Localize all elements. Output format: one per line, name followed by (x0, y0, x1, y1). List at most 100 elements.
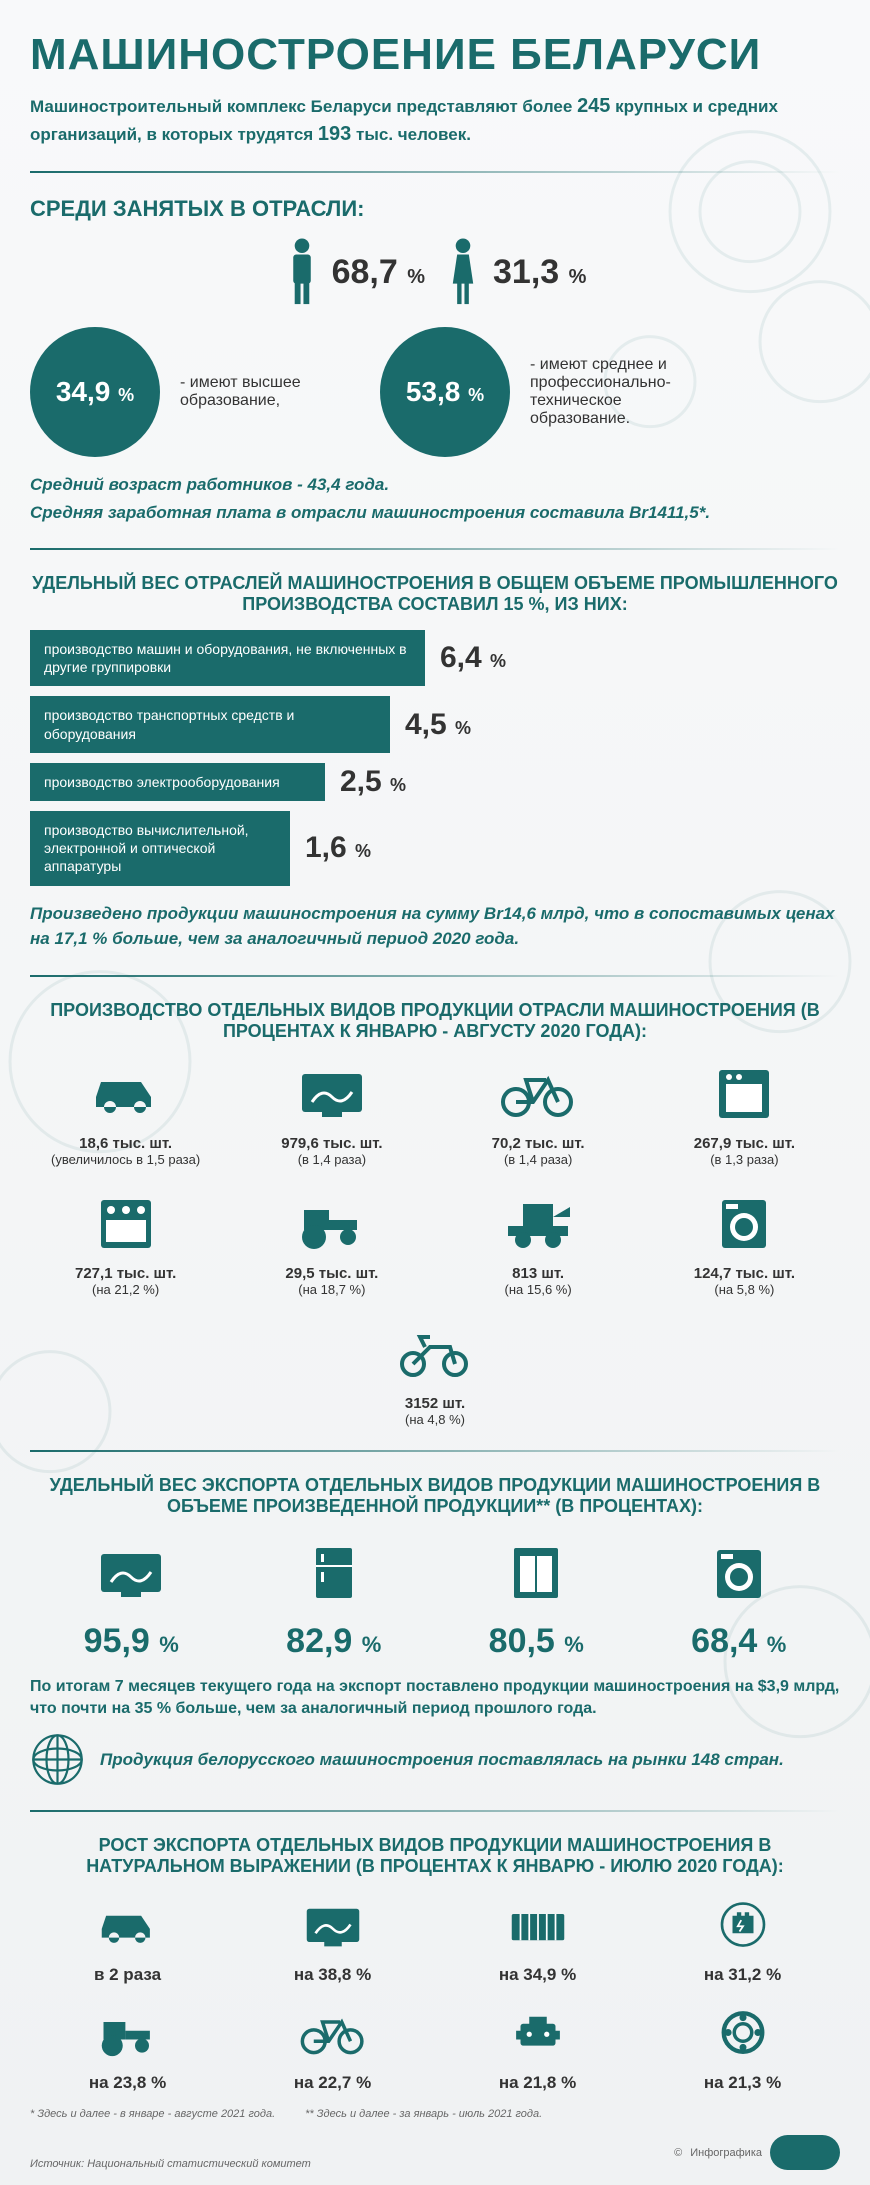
product-value: 727,1 тыс. шт. (46, 1265, 206, 1282)
main-title: МАШИНОСТРОЕНИЕ БЕЛАРУСИ (30, 30, 840, 80)
product-note: (в 1,4 раза) (458, 1152, 618, 1167)
sectors-note: Произведено продукции машиностроения на … (30, 901, 840, 952)
credit-text: Инфографика (690, 2147, 762, 2159)
growth-value: на 31,2 % (648, 1965, 838, 1985)
education-row: 34,9 % - имеют высшее образование, 53,8 … (30, 327, 840, 457)
battery-icon (708, 1897, 778, 1952)
car-icon (93, 1897, 163, 1952)
production-section: ПРОИЗВОДСТВО ОТДЕЛЬНЫХ ВИДОВ ПРОДУКЦИИ О… (0, 985, 870, 1442)
growth-value: на 23,8 % (33, 2073, 223, 2093)
product-item: 267,9 тыс. шт. (в 1,3 раза) (664, 1062, 824, 1167)
footnote-2: ** Здесь и далее - за январь - июль 2021… (305, 2108, 542, 2120)
export-item: 80,5 % (489, 1537, 584, 1661)
growth-item: на 38,8 % (238, 1897, 428, 1985)
tractor-icon (93, 2005, 163, 2060)
product-item: 3152 шт. (на 4,8 %) (355, 1322, 515, 1427)
growth-value: на 34,9 % (443, 1965, 633, 1985)
growth-value: на 22,7 % (238, 2073, 428, 2093)
product-note: (в 1,4 раза) (252, 1152, 412, 1167)
car-icon (86, 1062, 166, 1122)
bike-icon (298, 2005, 368, 2060)
stove-icon (86, 1192, 166, 1252)
product-note: (на 4,8 %) (355, 1412, 515, 1427)
divider (30, 548, 840, 550)
engine-icon (503, 2005, 573, 2060)
bars-container: производство машин и оборудования, не вк… (30, 630, 840, 886)
product-value: 29,5 тыс. шт. (252, 1265, 412, 1282)
product-item: 813 шт. (на 15,6 %) (458, 1192, 618, 1297)
elevator-icon (496, 1537, 576, 1607)
export-body-text: По итогам 7 месяцев текущего года на экс… (30, 1676, 840, 1721)
bearing-icon (708, 2005, 778, 2060)
bar-row: производство транспортных средств и обор… (30, 696, 840, 752)
footer-logo: © Инфографика (674, 2135, 840, 2170)
product-value: 70,2 тыс. шт. (458, 1135, 618, 1152)
belta-logo (770, 2135, 840, 2170)
globe-text: Продукция белорусского машиностроения по… (100, 1747, 784, 1773)
divider (30, 1810, 840, 1812)
product-value: 3152 шт. (355, 1395, 515, 1412)
product-note: (на 21,2 %) (46, 1282, 206, 1297)
female-pct: 31,3 % (493, 253, 586, 292)
sectors-section: УДЕЛЬНЫЙ ВЕС ОТРАСЛЕЙ МАШИНОСТРОЕНИЯ В О… (0, 558, 870, 967)
female-stat: 31,3 % (445, 237, 586, 307)
combine-icon (498, 1192, 578, 1252)
footnotes: * Здесь и далее - в январе - августе 202… (0, 2108, 870, 2120)
product-value: 267,9 тыс. шт. (664, 1135, 824, 1152)
export-pct: 82,9 % (286, 1622, 381, 1661)
divider (30, 975, 840, 977)
bar-value: 6,4 % (440, 641, 506, 675)
tv-icon (292, 1062, 372, 1122)
salary-note: Средняя заработная плата в отрасли машин… (30, 500, 840, 526)
bike-icon (498, 1062, 578, 1122)
edu-label-2: - имеют среднее и профессионально-технич… (530, 356, 710, 428)
product-item: 979,6 тыс. шт. (в 1,4 раза) (252, 1062, 412, 1167)
growth-value: в 2 раза (33, 1965, 223, 1985)
growth-item: на 34,9 % (443, 1897, 633, 1985)
product-note: (увеличилось в 1,5 раза) (46, 1152, 206, 1167)
export-item: 95,9 % (84, 1537, 179, 1661)
subtitle: Машиностроительный комплекс Беларуси пре… (30, 92, 840, 148)
growth-item: на 21,3 % (648, 2005, 838, 2093)
tv-icon (91, 1537, 171, 1607)
oven-icon (704, 1062, 784, 1122)
product-value: 18,6 тыс. шт. (46, 1135, 206, 1152)
bar-value: 2,5 % (340, 765, 406, 799)
export-item: 82,9 % (286, 1537, 381, 1661)
bar-label: производство транспортных средств и обор… (30, 696, 390, 752)
products-grid: 18,6 тыс. шт. (увеличилось в 1,5 раза) 9… (30, 1062, 840, 1427)
product-value: 979,6 тыс. шт. (252, 1135, 412, 1152)
growth-grid: в 2 раза на 38,8 % на 34,9 % на 31,2 % н… (30, 1897, 840, 2093)
product-value: 813 шт. (458, 1265, 618, 1282)
growth-item: на 23,8 % (33, 2005, 223, 2093)
employees-section: СРЕДИ ЗАНЯТЫХ В ОТРАСЛИ: 68,7 % 31,3 % 3… (0, 181, 870, 540)
export-grid: 95,9 % 82,9 % 80,5 % 68,4 % (30, 1537, 840, 1661)
tv-icon (298, 1897, 368, 1952)
bar-label: производство машин и оборудования, не вк… (30, 630, 425, 686)
edu-label-1: - имеют высшее образование, (180, 374, 360, 410)
edu-circle-1: 34,9 % (30, 327, 160, 457)
product-note: (в 1,3 раза) (664, 1152, 824, 1167)
growth-item: в 2 раза (33, 1897, 223, 1985)
female-icon (445, 237, 481, 307)
footnote-1: * Здесь и далее - в январе - августе 202… (30, 2108, 275, 2120)
growth-value: на 38,8 % (238, 1965, 428, 1985)
moto-icon (395, 1322, 475, 1382)
product-note: (на 5,8 %) (664, 1282, 824, 1297)
export-growth-section: РОСТ ЭКСПОРТА ОТДЕЛЬНЫХ ВИДОВ ПРОДУКЦИИ … (0, 1820, 870, 2108)
export-share-title: УДЕЛЬНЫЙ ВЕС ЭКСПОРТА ОТДЕЛЬНЫХ ВИДОВ ПР… (30, 1475, 840, 1517)
globe-row: Продукция белорусского машиностроения по… (30, 1732, 840, 1787)
growth-item: на 21,8 % (443, 2005, 633, 2093)
globe-icon (30, 1732, 85, 1787)
bar-label: производство вычислительной, электронной… (30, 811, 290, 886)
bar-label: производство электрооборудования (30, 763, 325, 801)
divider (30, 1450, 840, 1452)
product-item: 124,7 тыс. шт. (на 5,8 %) (664, 1192, 824, 1297)
bar-row: производство вычислительной, электронной… (30, 811, 840, 886)
tractor-icon (292, 1192, 372, 1252)
bar-value: 4,5 % (405, 708, 471, 742)
production-title: ПРОИЗВОДСТВО ОТДЕЛЬНЫХ ВИДОВ ПРОДУКЦИИ О… (30, 1000, 840, 1042)
product-item: 70,2 тыс. шт. (в 1,4 раза) (458, 1062, 618, 1167)
container-icon (503, 1897, 573, 1952)
header: МАШИНОСТРОЕНИЕ БЕЛАРУСИ Машиностроительн… (0, 0, 870, 163)
